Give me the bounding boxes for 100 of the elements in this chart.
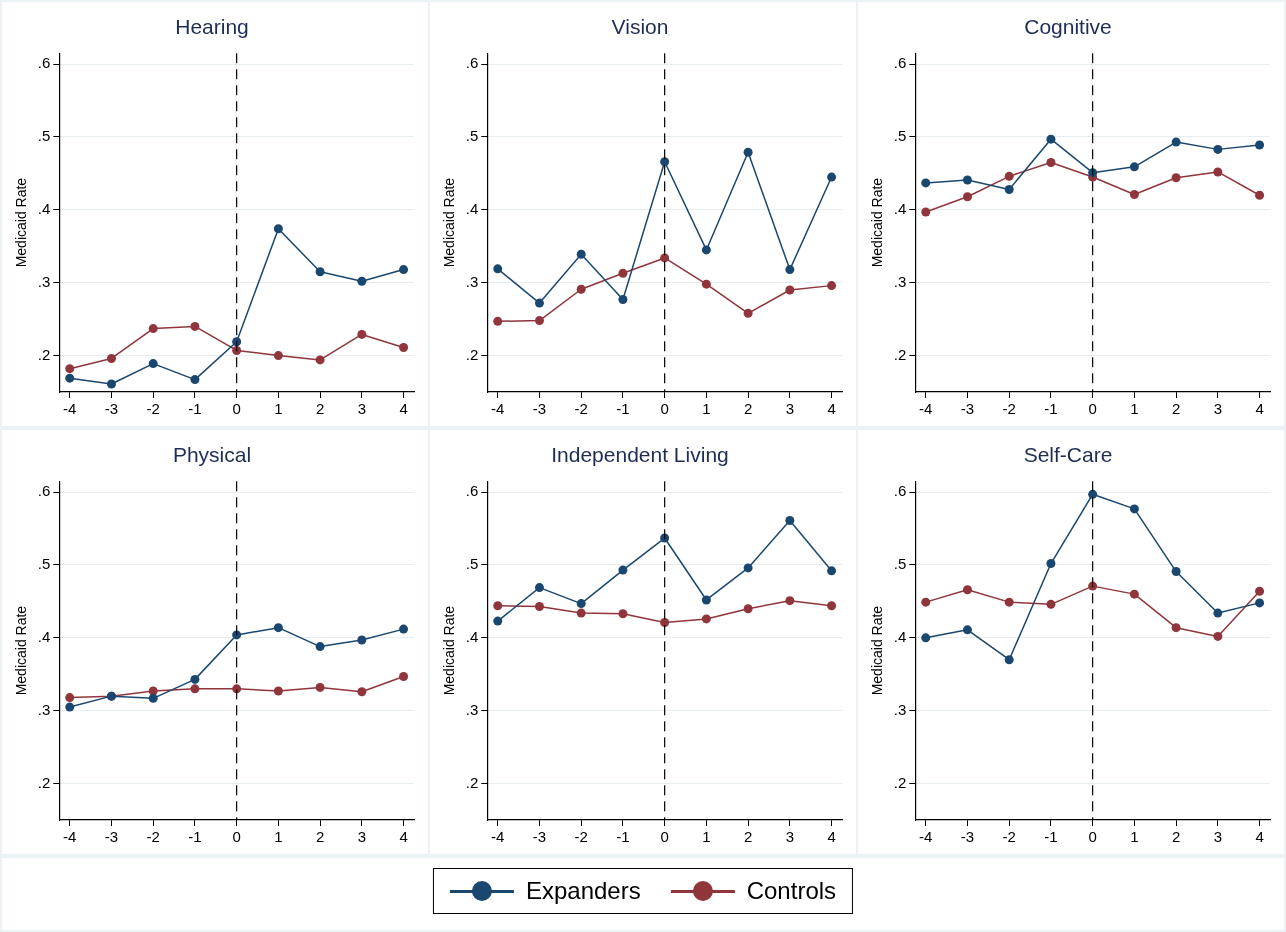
- point: [921, 597, 931, 607]
- y-tick-label: .3: [37, 272, 51, 290]
- point: [315, 267, 325, 277]
- point: [1171, 567, 1181, 577]
- point: [1213, 144, 1223, 154]
- x-tick-label: 0: [232, 400, 241, 418]
- point: [1004, 171, 1014, 181]
- y-axis-title: Medicaid Rate: [13, 605, 30, 696]
- y-tick-label: .5: [893, 127, 907, 145]
- x-tick-label: 1: [1130, 828, 1139, 846]
- point: [1004, 597, 1014, 607]
- point: [701, 614, 711, 624]
- point: [1255, 190, 1265, 200]
- point: [618, 565, 628, 575]
- y-axis-title: Medicaid Rate: [441, 177, 458, 268]
- x-tick-label: 3: [1213, 400, 1223, 418]
- point: [1046, 157, 1056, 167]
- point: [65, 693, 75, 703]
- x-tick-label: 4: [827, 400, 836, 418]
- point: [743, 147, 753, 157]
- point: [1213, 167, 1223, 177]
- y-tick-label: .5: [37, 555, 51, 573]
- x-tick-label: 1: [1130, 400, 1139, 418]
- point: [273, 623, 283, 633]
- x-tick-label: -4: [63, 400, 77, 418]
- x-tick-label: 2: [743, 400, 753, 418]
- x-tick-label: -1: [616, 828, 630, 846]
- y-tick-label: .4: [893, 627, 907, 645]
- point: [827, 566, 837, 576]
- y-tick-label: .2: [465, 345, 479, 363]
- x-tick-label: -4: [919, 828, 933, 846]
- y-tick-label: .5: [37, 127, 51, 145]
- x-tick-label: -4: [919, 400, 933, 418]
- point: [357, 276, 367, 286]
- point: [493, 264, 503, 274]
- x-tick-label: 1: [274, 828, 283, 846]
- point: [190, 684, 200, 694]
- point: [921, 207, 931, 217]
- x-tick-label: 2: [315, 400, 325, 418]
- x-tick-label: 1: [702, 400, 711, 418]
- point: [660, 157, 670, 167]
- point: [1213, 608, 1223, 618]
- point: [1255, 598, 1265, 608]
- y-tick-label: .4: [465, 199, 479, 217]
- point: [1046, 599, 1056, 609]
- point: [921, 633, 931, 643]
- point: [1004, 655, 1014, 665]
- y-tick-label: .3: [465, 272, 479, 290]
- x-tick-label: 3: [1213, 828, 1223, 846]
- x-tick-label: -3: [532, 828, 547, 846]
- x-tick-label: 2: [315, 828, 325, 846]
- point: [399, 671, 409, 681]
- x-tick-label: 4: [399, 828, 408, 846]
- point: [1088, 581, 1098, 591]
- y-tick-label: .2: [37, 773, 51, 791]
- point: [1129, 504, 1139, 514]
- point: [357, 687, 367, 697]
- point: [148, 324, 158, 334]
- y-tick-label: .3: [465, 700, 479, 718]
- y-axis-title: Medicaid Rate: [869, 177, 886, 268]
- x-tick-label: -2: [1002, 400, 1016, 418]
- y-tick-label: .4: [465, 627, 479, 645]
- point: [743, 563, 753, 573]
- point: [1171, 173, 1181, 183]
- y-tick-label: .6: [465, 54, 479, 72]
- y-tick-label: .2: [37, 345, 51, 363]
- point: [1213, 631, 1223, 641]
- x-tick-label: 2: [743, 828, 753, 846]
- y-tick-label: .6: [37, 482, 51, 500]
- point: [962, 175, 972, 185]
- point: [962, 625, 972, 635]
- point: [534, 298, 544, 308]
- y-tick-label: .6: [465, 482, 479, 500]
- point: [1255, 140, 1265, 150]
- y-tick-label: .2: [893, 773, 907, 791]
- x-tick-label: 1: [274, 400, 283, 418]
- x-tick-label: -2: [146, 400, 160, 418]
- point: [232, 345, 242, 355]
- point: [827, 172, 837, 182]
- point: [618, 609, 628, 619]
- x-tick-label: -4: [491, 828, 505, 846]
- y-tick-label: .5: [465, 127, 479, 145]
- legend-label: Expanders: [525, 877, 641, 905]
- y-tick-label: .4: [37, 199, 51, 217]
- point: [576, 608, 586, 618]
- point: [618, 294, 628, 304]
- y-tick-label: .6: [893, 54, 907, 72]
- point: [660, 618, 670, 628]
- y-tick-label: .2: [465, 773, 479, 791]
- point: [534, 316, 544, 326]
- y-axis-title: Medicaid Rate: [441, 605, 458, 696]
- point: [962, 192, 972, 202]
- point: [701, 595, 711, 605]
- point: [315, 355, 325, 365]
- y-tick-label: .3: [37, 700, 51, 718]
- x-tick-label: -2: [146, 828, 160, 846]
- point: [493, 601, 503, 611]
- legend-label: Controls: [746, 877, 837, 905]
- point: [148, 359, 158, 369]
- point: [785, 265, 795, 275]
